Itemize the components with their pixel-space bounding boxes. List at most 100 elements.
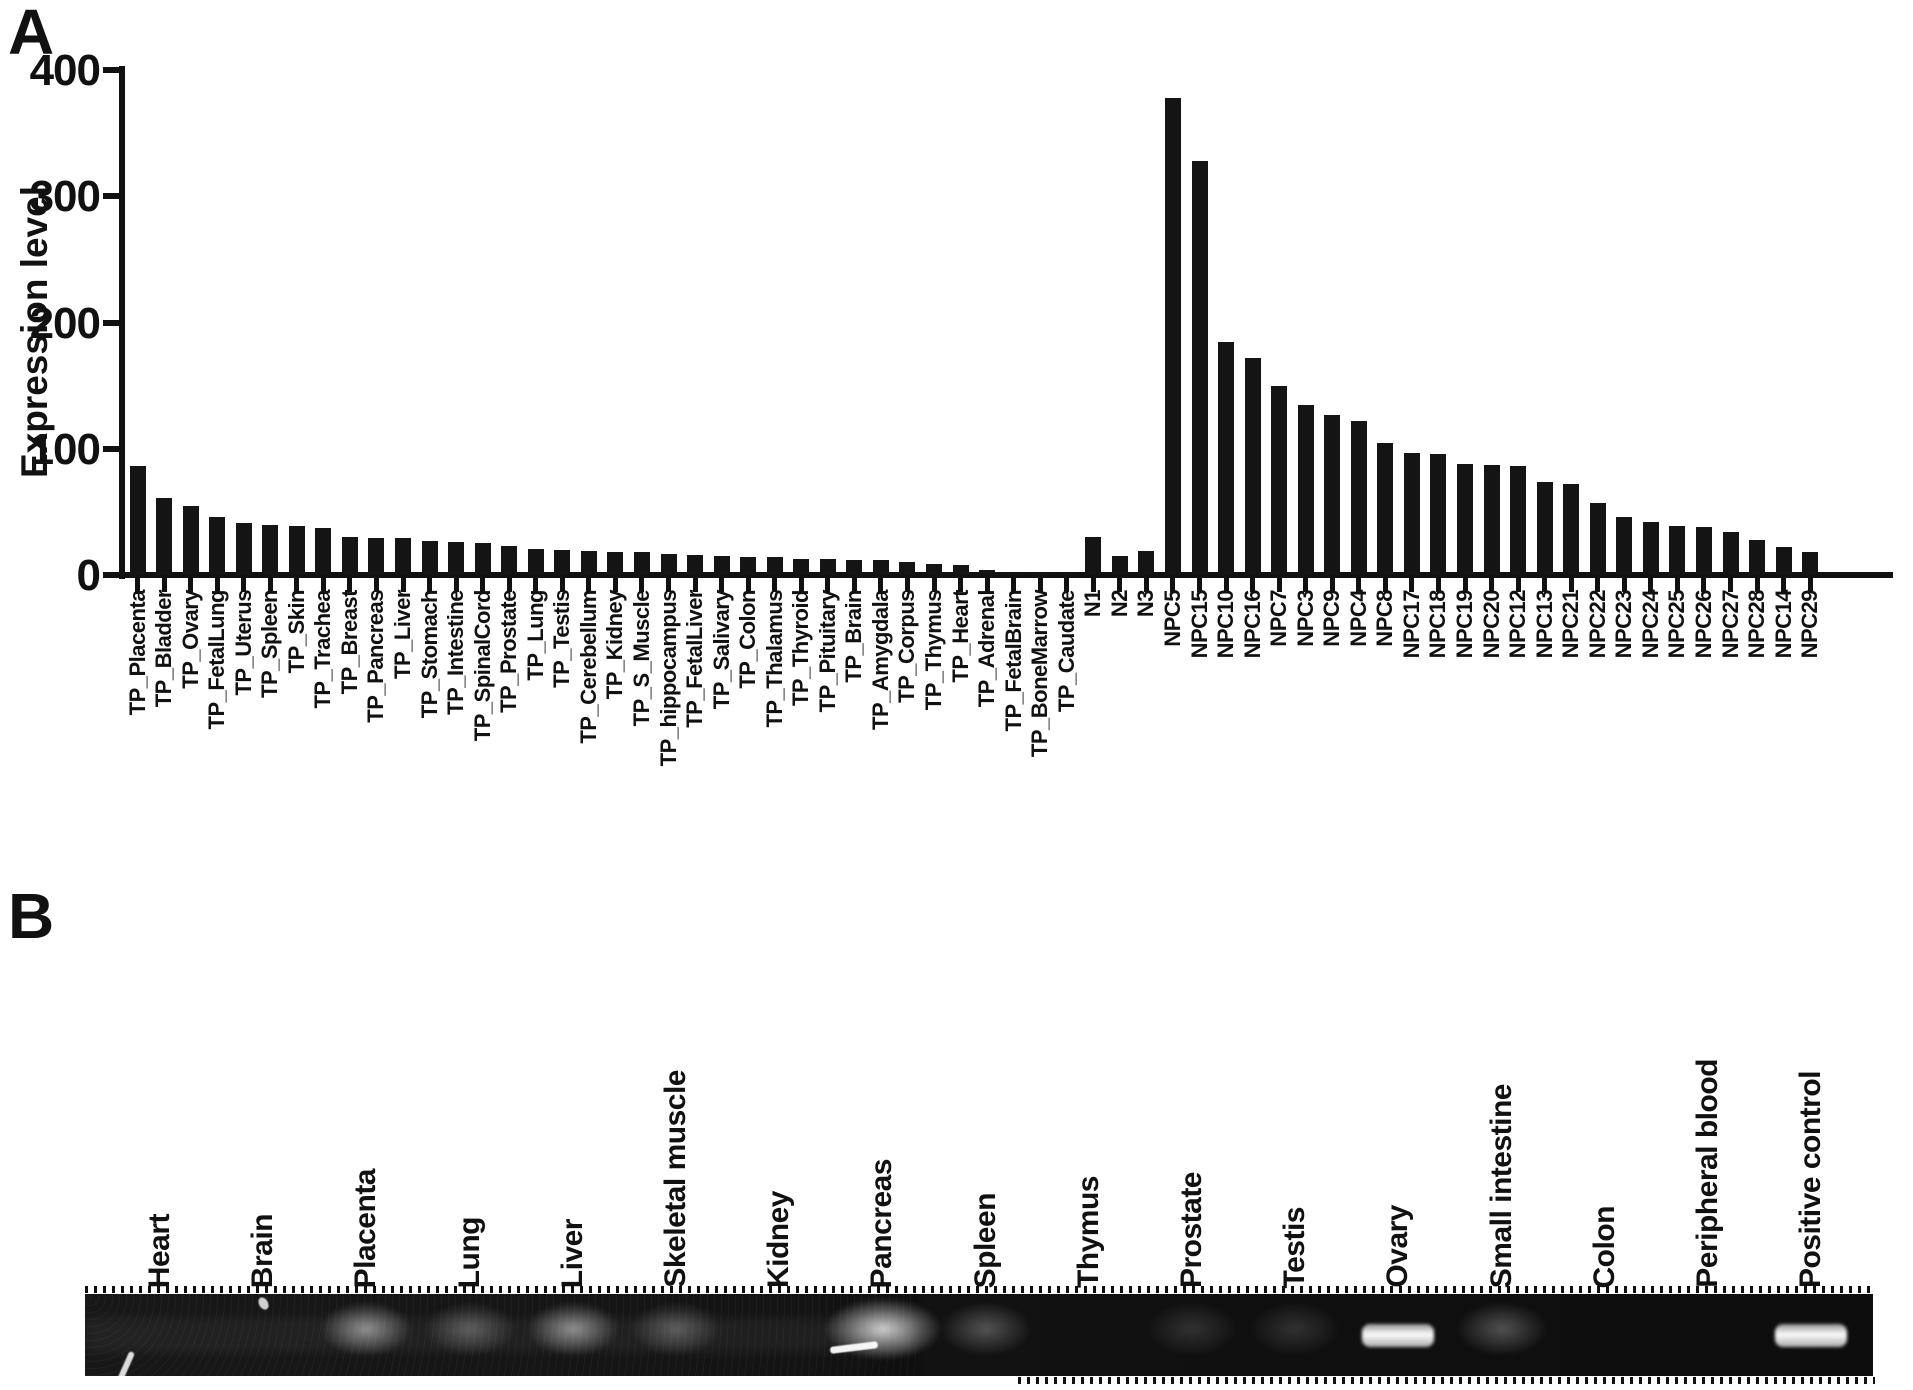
bar [1536, 481, 1553, 575]
x-tick-label: TP_hippocampus [655, 590, 681, 767]
x-tick-label: TP_Salivary [708, 590, 734, 710]
gel-image [85, 1294, 1873, 1390]
gel-lane-label: Testis [1278, 1206, 1312, 1288]
x-tick-label: NPC3 [1292, 590, 1318, 647]
bar [899, 562, 916, 575]
x-tick-label: NPC22 [1584, 590, 1610, 659]
bar [1191, 161, 1208, 575]
bar [926, 563, 942, 575]
x-tick-label: NPC14 [1770, 590, 1796, 659]
x-tick [161, 578, 167, 592]
x-tick-label: TP_Prostate [496, 590, 522, 713]
bar [129, 466, 146, 575]
bar [1032, 573, 1049, 575]
bar [846, 559, 863, 575]
x-tick-label: TP_Cerebellum [575, 590, 601, 744]
x-tick-label: NPC5 [1159, 590, 1185, 647]
x-tick-label: TP_Uterus [230, 590, 256, 696]
x-tick-label: TP_Heart [947, 590, 973, 683]
bar [1749, 539, 1766, 575]
bar [554, 549, 571, 575]
bar [1271, 385, 1288, 575]
bar [687, 554, 704, 575]
bar [1642, 522, 1659, 575]
bar [1430, 453, 1447, 575]
x-tick-label: TP_Skin [283, 590, 309, 674]
x-tick-label: NPC17 [1398, 590, 1424, 659]
bar [1350, 421, 1367, 575]
bar [1457, 463, 1473, 575]
gel-band [320, 1302, 413, 1356]
gel-lane-label: Prostate [1175, 1171, 1208, 1288]
x-tick [1674, 578, 1680, 592]
x-tick [851, 578, 857, 592]
gel-band [526, 1302, 619, 1356]
x-tick [1595, 578, 1601, 592]
bar [448, 542, 465, 575]
x-tick-label: TP_Thalamus [761, 590, 787, 728]
bar [156, 498, 173, 575]
x-tick-label: NPC8 [1372, 590, 1398, 647]
x-tick [1143, 578, 1149, 592]
bar [713, 556, 730, 575]
x-tick [373, 578, 379, 592]
x-tick-label: NPC19 [1452, 590, 1477, 659]
bar [1775, 547, 1792, 575]
x-tick-label: TP_BoneMarrow [1027, 590, 1053, 758]
x-tick [798, 578, 804, 592]
gel-ruler-top [85, 1286, 1873, 1293]
x-tick-label: NPC20 [1478, 590, 1504, 659]
x-tick [1223, 578, 1229, 592]
gel-lane-label: Brain [246, 1213, 280, 1288]
x-tick-label: TP_Placenta [124, 590, 150, 716]
gel-lane-label: Liver [555, 1218, 589, 1288]
y-tick [103, 193, 121, 200]
gel-texture-glow [85, 1318, 916, 1352]
x-tick [267, 578, 273, 592]
x-tick [427, 578, 433, 592]
gel-band [1146, 1302, 1238, 1356]
x-axis-line [119, 572, 1893, 578]
x-tick-label: TP_Intestine [443, 590, 469, 715]
x-tick-label: TP_Liver [390, 590, 415, 679]
x-tick-label: TP_Thymus [921, 590, 946, 711]
gel-lane-label: Kidney [762, 1190, 796, 1288]
x-tick [1356, 578, 1362, 592]
bar [766, 557, 783, 575]
bar [182, 505, 199, 575]
gel-lane-label: Spleen [968, 1192, 1002, 1288]
bar [262, 524, 279, 575]
x-tick [1754, 578, 1760, 592]
x-tick-label: TP_FetalLiver [682, 590, 708, 728]
bar [607, 552, 624, 575]
x-tick [745, 578, 751, 592]
gel-texture [85, 1294, 916, 1376]
bar [660, 553, 677, 575]
bar [527, 548, 544, 575]
x-tick [1117, 578, 1123, 592]
x-tick-label: NPC15 [1186, 590, 1212, 659]
y-tick [103, 319, 121, 326]
bar [1589, 503, 1606, 575]
x-tick-label: NPC29 [1797, 590, 1823, 659]
x-tick-label: N1 [1080, 590, 1106, 618]
x-tick-label: TP_FetalBrain [1000, 590, 1026, 732]
bar [421, 540, 438, 575]
x-tick [1064, 578, 1070, 592]
bar [740, 557, 757, 575]
x-tick [214, 578, 220, 592]
x-tick-label: NPC23 [1611, 590, 1637, 659]
x-tick-label: N3 [1133, 590, 1159, 618]
x-tick-label: NPC21 [1558, 590, 1584, 659]
x-tick-label: N2 [1106, 590, 1132, 618]
y-tick [103, 572, 121, 578]
y-tick-label: 100 [29, 424, 101, 474]
x-tick-label: NPC28 [1744, 590, 1770, 659]
x-tick [135, 578, 140, 592]
x-tick [1303, 578, 1309, 592]
x-tick [612, 578, 618, 592]
x-tick [904, 578, 910, 592]
x-tick [1276, 578, 1282, 592]
bar [580, 551, 597, 575]
